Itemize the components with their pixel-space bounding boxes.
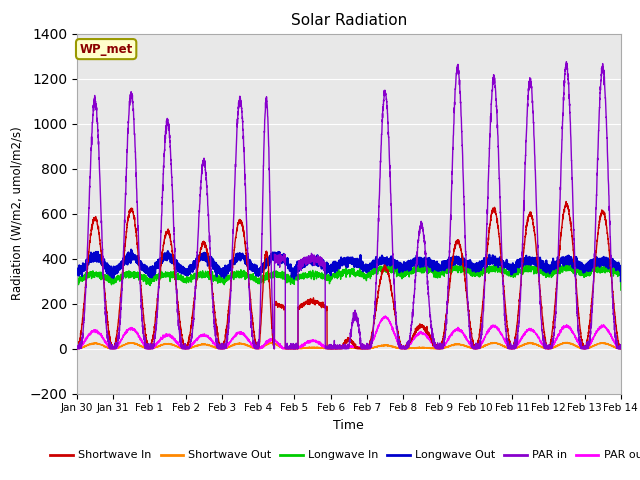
Text: WP_met: WP_met [79, 43, 132, 56]
Y-axis label: Radiation (W/m2, umol/m2/s): Radiation (W/m2, umol/m2/s) [11, 127, 24, 300]
Title: Solar Radiation: Solar Radiation [291, 13, 407, 28]
Legend: Shortwave In, Shortwave Out, Longwave In, Longwave Out, PAR in, PAR out: Shortwave In, Shortwave Out, Longwave In… [46, 446, 640, 465]
X-axis label: Time: Time [333, 419, 364, 432]
